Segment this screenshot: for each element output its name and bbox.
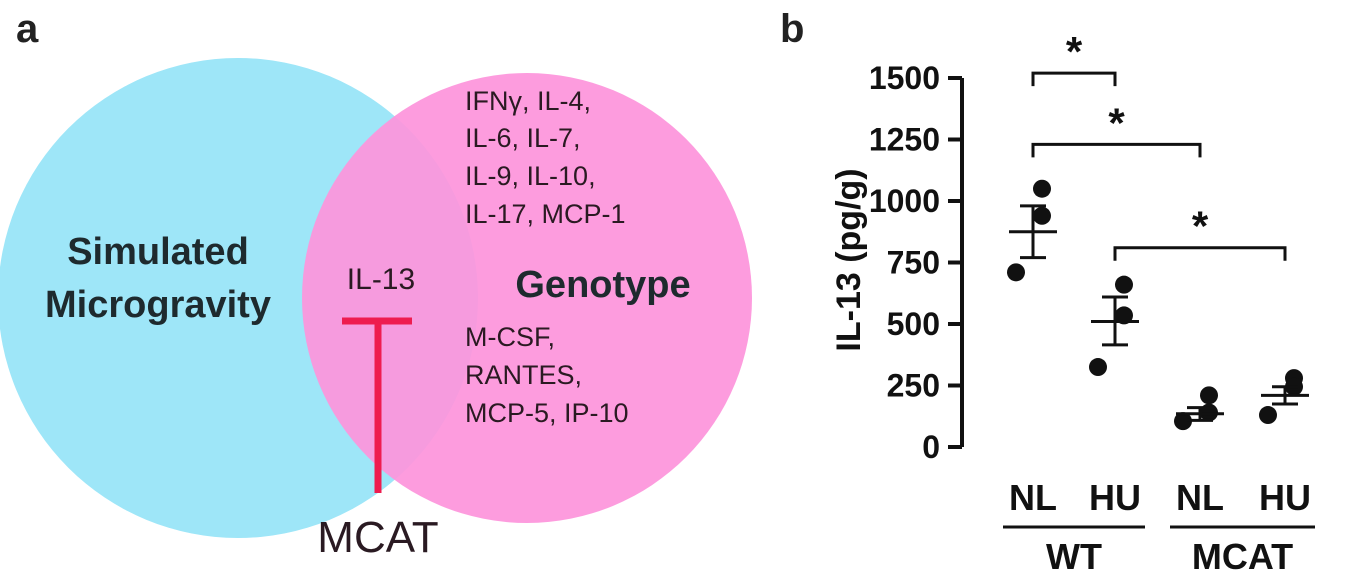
significance-star: * — [1192, 203, 1209, 250]
bottom-list-line2: RANTES, — [465, 360, 582, 390]
y-tick-label: 1500 — [869, 60, 940, 96]
chart-plot-area: 0 250 500 750 1000 1250 1500 NL HU NL HU WT MCAT * * * — [869, 28, 1315, 577]
y-tick-label: 1000 — [869, 183, 940, 219]
group-label: MCAT — [1192, 536, 1293, 577]
data-point — [1174, 412, 1192, 431]
top-list-line3: IL-9, IL-10, — [465, 161, 596, 191]
y-tick-label: 0 — [922, 429, 940, 465]
y-tick-label: 1250 — [869, 122, 940, 158]
data-point — [1007, 263, 1025, 282]
y-tick-label: 250 — [887, 368, 940, 404]
x-category-label: HU — [1089, 477, 1141, 518]
y-axis-label: IL-13 (pg/g) — [830, 168, 868, 351]
top-list-line1: IFNγ, IL-4, — [465, 86, 591, 116]
data-point — [1033, 179, 1051, 198]
x-category-label: NL — [1009, 477, 1057, 518]
bottom-list-line3: MCP-5, IP-10 — [465, 398, 629, 428]
significance-bracket — [1031, 142, 1202, 158]
data-point — [1259, 406, 1277, 425]
bottom-list-line1: M-CSF, — [465, 322, 555, 352]
inhibition-symbol — [342, 317, 412, 493]
top-list-line2: IL-6, IL-7, — [465, 123, 581, 153]
significance-bracket — [1113, 246, 1287, 261]
venn-diagram: a Simulated Microgravity Genotype IFNγ, … — [0, 7, 752, 562]
x-category-label: NL — [1176, 477, 1224, 518]
panel-b-letter: b — [780, 7, 804, 51]
mcat-label: MCAT — [317, 513, 438, 562]
overlap-label: IL-13 — [347, 263, 415, 296]
data-point — [1033, 206, 1051, 225]
significance-star: * — [1108, 99, 1125, 146]
genotype-circle — [302, 73, 752, 523]
x-category-label: HU — [1259, 477, 1311, 518]
panel-a-letter: a — [16, 7, 39, 51]
genotype-label: Genotype — [515, 264, 690, 306]
significance-bracket — [1031, 71, 1117, 87]
left-circle-label-line2: Microgravity — [45, 284, 271, 326]
significance-star: * — [1066, 28, 1083, 75]
il13-chart: b IL-13 (pg/g) 0 250 500 750 1000 1250 1500 NL H… — [780, 7, 1315, 577]
left-circle-label-line1: Simulated — [67, 231, 249, 273]
data-point — [1115, 306, 1133, 325]
data-point — [1200, 386, 1218, 405]
top-list-line4: IL-17, MCP-1 — [465, 199, 626, 229]
y-tick-label: 750 — [887, 245, 940, 281]
y-tick-label: 500 — [887, 306, 940, 342]
group-label: WT — [1046, 536, 1102, 577]
data-point — [1115, 275, 1133, 294]
data-point — [1089, 358, 1107, 377]
